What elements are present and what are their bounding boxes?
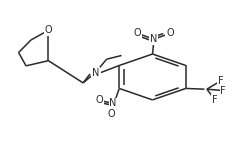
Text: F: F [212, 95, 217, 104]
Text: O: O [166, 28, 174, 38]
Text: N: N [109, 98, 117, 108]
Text: N: N [150, 34, 157, 44]
Text: N: N [92, 67, 99, 78]
Text: O: O [134, 28, 141, 38]
Text: F: F [218, 76, 223, 86]
Text: F: F [220, 86, 226, 96]
Text: O: O [45, 25, 52, 35]
Text: O: O [95, 95, 103, 105]
Text: O: O [108, 109, 116, 119]
